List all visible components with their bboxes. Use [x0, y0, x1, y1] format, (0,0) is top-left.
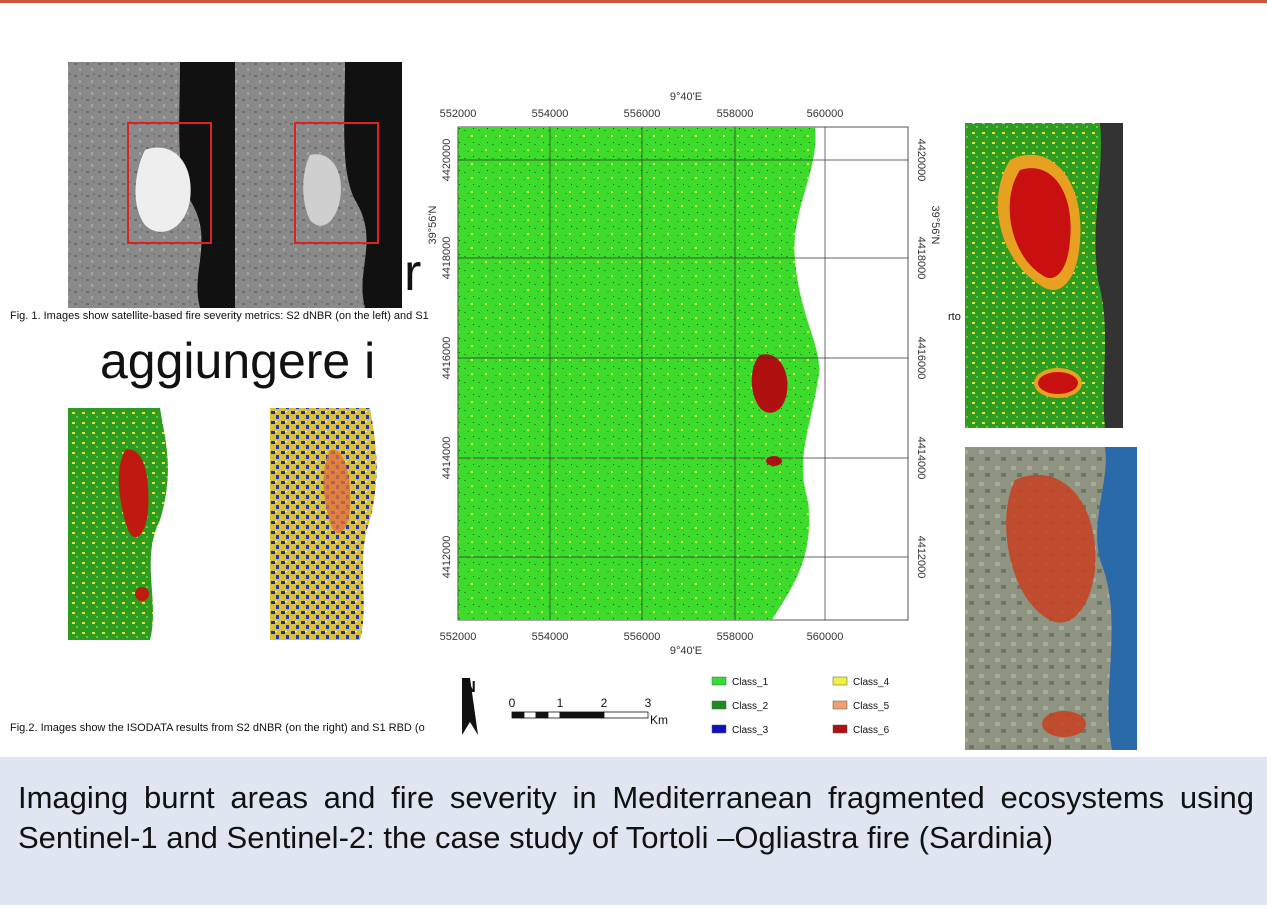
- scale-label: 0: [509, 696, 516, 710]
- map-tick-label: 4412000: [915, 536, 927, 579]
- scale-label: 2: [601, 696, 608, 710]
- overlay-line: aggiungere i: [100, 333, 375, 389]
- scale-bar-segment: [560, 712, 604, 718]
- map-tick-label: 554000: [532, 108, 569, 120]
- map-tick-label: 4416000: [915, 337, 927, 380]
- figure-caption: Fig. 1. Images show satellite-based fire…: [10, 310, 429, 322]
- legend-label: Class_5: [853, 701, 890, 712]
- slide-graphics: r Fig. 1. Images show satellite-based fi…: [0, 0, 1267, 757]
- legend-label: Class_1: [732, 677, 769, 688]
- latitude-label: 39°56'N: [427, 205, 439, 244]
- scale-bar-segment: [524, 712, 536, 718]
- map-tick-label: 558000: [717, 108, 754, 120]
- scale-label: 3: [645, 696, 652, 710]
- map-tick-label: 556000: [624, 108, 661, 120]
- scale-bar-segment: [604, 712, 648, 718]
- map-tick-label: 4420000: [915, 139, 927, 182]
- map-tick-label: 4418000: [915, 237, 927, 280]
- slide: {"figure1": {"caption": "Fig. 1. Images …: [0, 0, 1267, 910]
- map-tick-label: 4414000: [915, 437, 927, 480]
- longitude-label: 9°40'E: [670, 645, 702, 657]
- legend-swatch: [833, 677, 847, 685]
- legend-label: Class_2: [732, 701, 769, 712]
- map-tick-label: 556000: [624, 631, 661, 643]
- scale-unit: Km: [650, 713, 668, 727]
- main-map: [458, 127, 908, 735]
- overlay-fragment: rto: [948, 311, 961, 323]
- map-tick-label: 4418000: [441, 237, 453, 280]
- scale-bar-segment: [548, 712, 560, 718]
- overlay-fragment: r: [404, 244, 421, 302]
- legend-label: Class_4: [853, 677, 890, 688]
- map-tick-label: 560000: [807, 631, 844, 643]
- legend-swatch: [712, 725, 726, 733]
- legend-swatch: [833, 725, 847, 733]
- legend-swatch: [712, 701, 726, 709]
- map-tick-label: 4420000: [441, 139, 453, 182]
- burn-area: [135, 587, 149, 601]
- burn-area: [1042, 711, 1086, 737]
- map-tick-label: 558000: [717, 631, 754, 643]
- longitude-label: 9°40'E: [670, 91, 702, 103]
- map-tick-label: 4416000: [441, 337, 453, 380]
- scale-label: 1: [557, 696, 564, 710]
- map-tick-label: 4412000: [441, 536, 453, 579]
- legend-swatch: [833, 701, 847, 709]
- figure-caption: Fig.2. Images show the ISODATA results f…: [10, 722, 425, 734]
- map-tick-label: 554000: [532, 631, 569, 643]
- scale-bar-segment: [512, 712, 524, 718]
- map-tick-label: 560000: [807, 108, 844, 120]
- burn-area: [766, 456, 782, 466]
- map-tick-label: 4414000: [441, 437, 453, 480]
- map-tick-label: 552000: [440, 631, 477, 643]
- legend-swatch: [712, 677, 726, 685]
- map-tick-label: 552000: [440, 108, 477, 120]
- slide-title: Imaging burnt areas and fire severity in…: [18, 778, 1254, 858]
- burn-area: [1036, 370, 1080, 396]
- legend-label: Class_3: [732, 725, 769, 736]
- latitude-label: 39°56'N: [929, 206, 941, 245]
- legend-label: Class_6: [853, 725, 890, 736]
- scale-bar-segment: [536, 712, 548, 718]
- north-label: N: [464, 679, 476, 696]
